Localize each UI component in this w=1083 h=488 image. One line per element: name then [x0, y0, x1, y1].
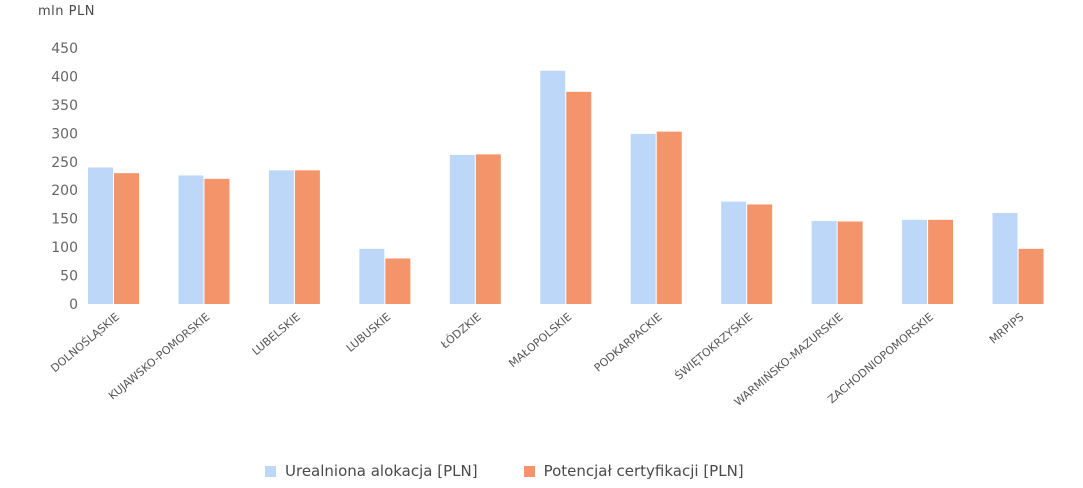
legend-item-series-1: Urealniona alokacja [PLN]	[265, 462, 478, 480]
y-unit-label: mln PLN	[38, 4, 95, 19]
bar-series-1	[268, 170, 294, 304]
legend: Urealniona alokacja [PLN] Potencjał cert…	[265, 462, 790, 480]
bar-series-1	[992, 212, 1018, 304]
y-tick-label: 350	[51, 98, 78, 114]
y-tick-label: 400	[51, 69, 78, 85]
x-category-label: MRPIPS	[987, 310, 1026, 346]
y-tick-label: 0	[69, 297, 78, 313]
x-category-label: KUJAWSKO-POMORSKIE	[106, 310, 212, 402]
bar-series-1	[811, 220, 837, 304]
bar-series-2	[747, 204, 773, 304]
x-category-label: ŁÓDZKIE	[438, 310, 484, 352]
bar-series-2	[475, 154, 501, 304]
y-tick-label: 50	[60, 269, 78, 285]
legend-swatch-series-1	[265, 465, 276, 477]
bar-series-2	[114, 173, 139, 304]
y-tick-label: 300	[51, 126, 78, 142]
bar-series-2	[837, 221, 863, 304]
y-tick-label: 100	[51, 240, 78, 256]
bar-series-2	[656, 131, 682, 304]
legend-swatch-series-2	[523, 465, 535, 477]
y-tick-label: 250	[51, 155, 78, 171]
y-tick-label: 450	[51, 41, 78, 57]
bar-series-1	[178, 175, 204, 304]
bar-series-2	[294, 170, 320, 304]
x-category-label: MAŁOPOLSKIE	[506, 310, 574, 370]
x-category-label: LUBELSKIE	[250, 310, 303, 358]
bar-series-2	[928, 219, 954, 304]
legend-item-series-2: Potencjał certyfikacji [PLN]	[523, 462, 744, 480]
x-category-label: ZACHODNIOPOMORSKIE	[825, 310, 936, 406]
bar-series-1	[359, 248, 385, 304]
x-category-label: LUBUSKIE	[344, 310, 393, 354]
x-category-label: ŚWIĘTOKRZYSKIE	[672, 310, 755, 382]
bar-series-2	[1018, 248, 1044, 304]
bar-series-1	[540, 70, 566, 304]
y-tick-label: 200	[51, 183, 78, 199]
legend-label-series-1: Urealniona alokacja [PLN]	[285, 462, 478, 480]
legend-label-series-2: Potencjał certyfikacji [PLN]	[543, 462, 744, 480]
x-category-label: DOLNOŚLĄSKIE	[48, 310, 122, 375]
bar-series-1	[449, 154, 475, 304]
bar-series-1	[721, 201, 747, 304]
bar-series-2	[385, 258, 411, 304]
bar-series-2	[204, 178, 230, 304]
y-tick-label: 150	[51, 212, 78, 228]
bar-series-1	[88, 167, 113, 304]
bar-series-1	[630, 133, 656, 304]
bar-series-1	[902, 219, 928, 304]
x-category-label: PODKARPACKIE	[592, 310, 665, 374]
bar-series-2	[566, 91, 592, 304]
